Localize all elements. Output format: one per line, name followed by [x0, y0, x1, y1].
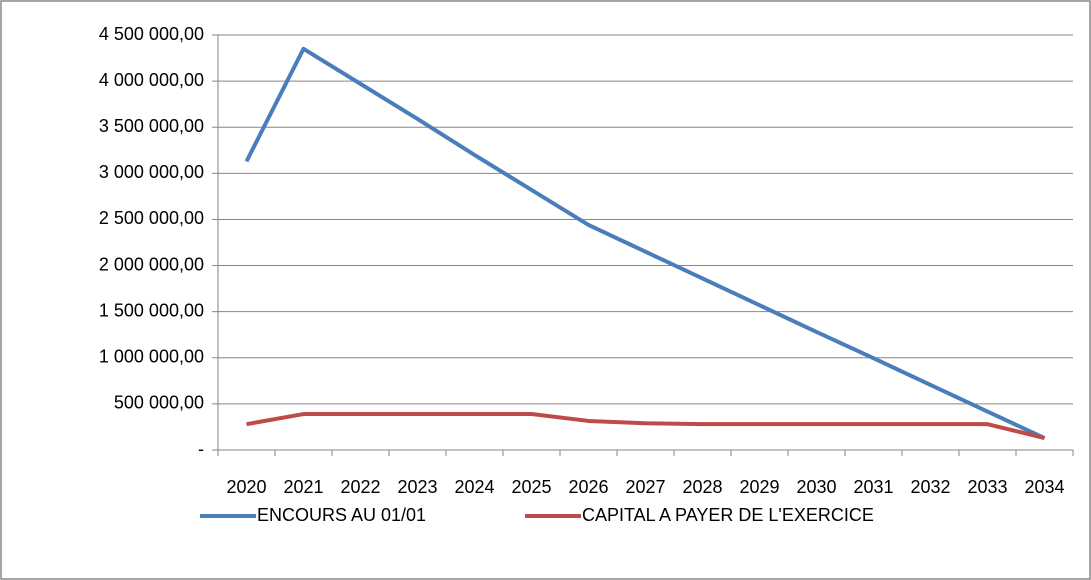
- y-tick-label: 2 500 000,00: [99, 208, 204, 228]
- x-tick-label: 2025: [511, 477, 551, 497]
- y-tick-label: 3 000 000,00: [99, 162, 204, 182]
- y-tick-label: 500 000,00: [114, 393, 204, 413]
- x-tick-label: 2022: [340, 477, 380, 497]
- y-tick-label: 4 500 000,00: [99, 24, 204, 44]
- x-tick-label: 2032: [910, 477, 950, 497]
- x-tick-label: 2023: [397, 477, 437, 497]
- x-tick-label: 2029: [739, 477, 779, 497]
- y-tick-label: 2 000 000,00: [99, 254, 204, 274]
- x-tick-label: 2021: [283, 477, 323, 497]
- y-tick-label: 3 500 000,00: [99, 116, 204, 136]
- x-tick-label: 2034: [1024, 477, 1064, 497]
- y-tick-label: 1 000 000,00: [99, 347, 204, 367]
- x-tick-label: 2027: [625, 477, 665, 497]
- x-tick-label: 2020: [226, 477, 266, 497]
- y-tick-label: 4 000 000,00: [99, 70, 204, 90]
- x-tick-label: 2026: [568, 477, 608, 497]
- y-tick-label: -: [198, 439, 204, 459]
- legend-label: CAPITAL A PAYER DE L'EXERCICE: [582, 505, 874, 525]
- x-tick-label: 2024: [454, 477, 494, 497]
- series-line: [246, 412, 1045, 440]
- x-tick-label: 2030: [796, 477, 836, 497]
- legend-label: ENCOURS AU 01/01: [257, 505, 426, 525]
- y-tick-label: 1 500 000,00: [99, 300, 204, 320]
- x-tick-label: 2031: [853, 477, 893, 497]
- x-tick-label: 2033: [967, 477, 1007, 497]
- x-tick-label: 2028: [682, 477, 722, 497]
- series-line: [244, 46, 1046, 440]
